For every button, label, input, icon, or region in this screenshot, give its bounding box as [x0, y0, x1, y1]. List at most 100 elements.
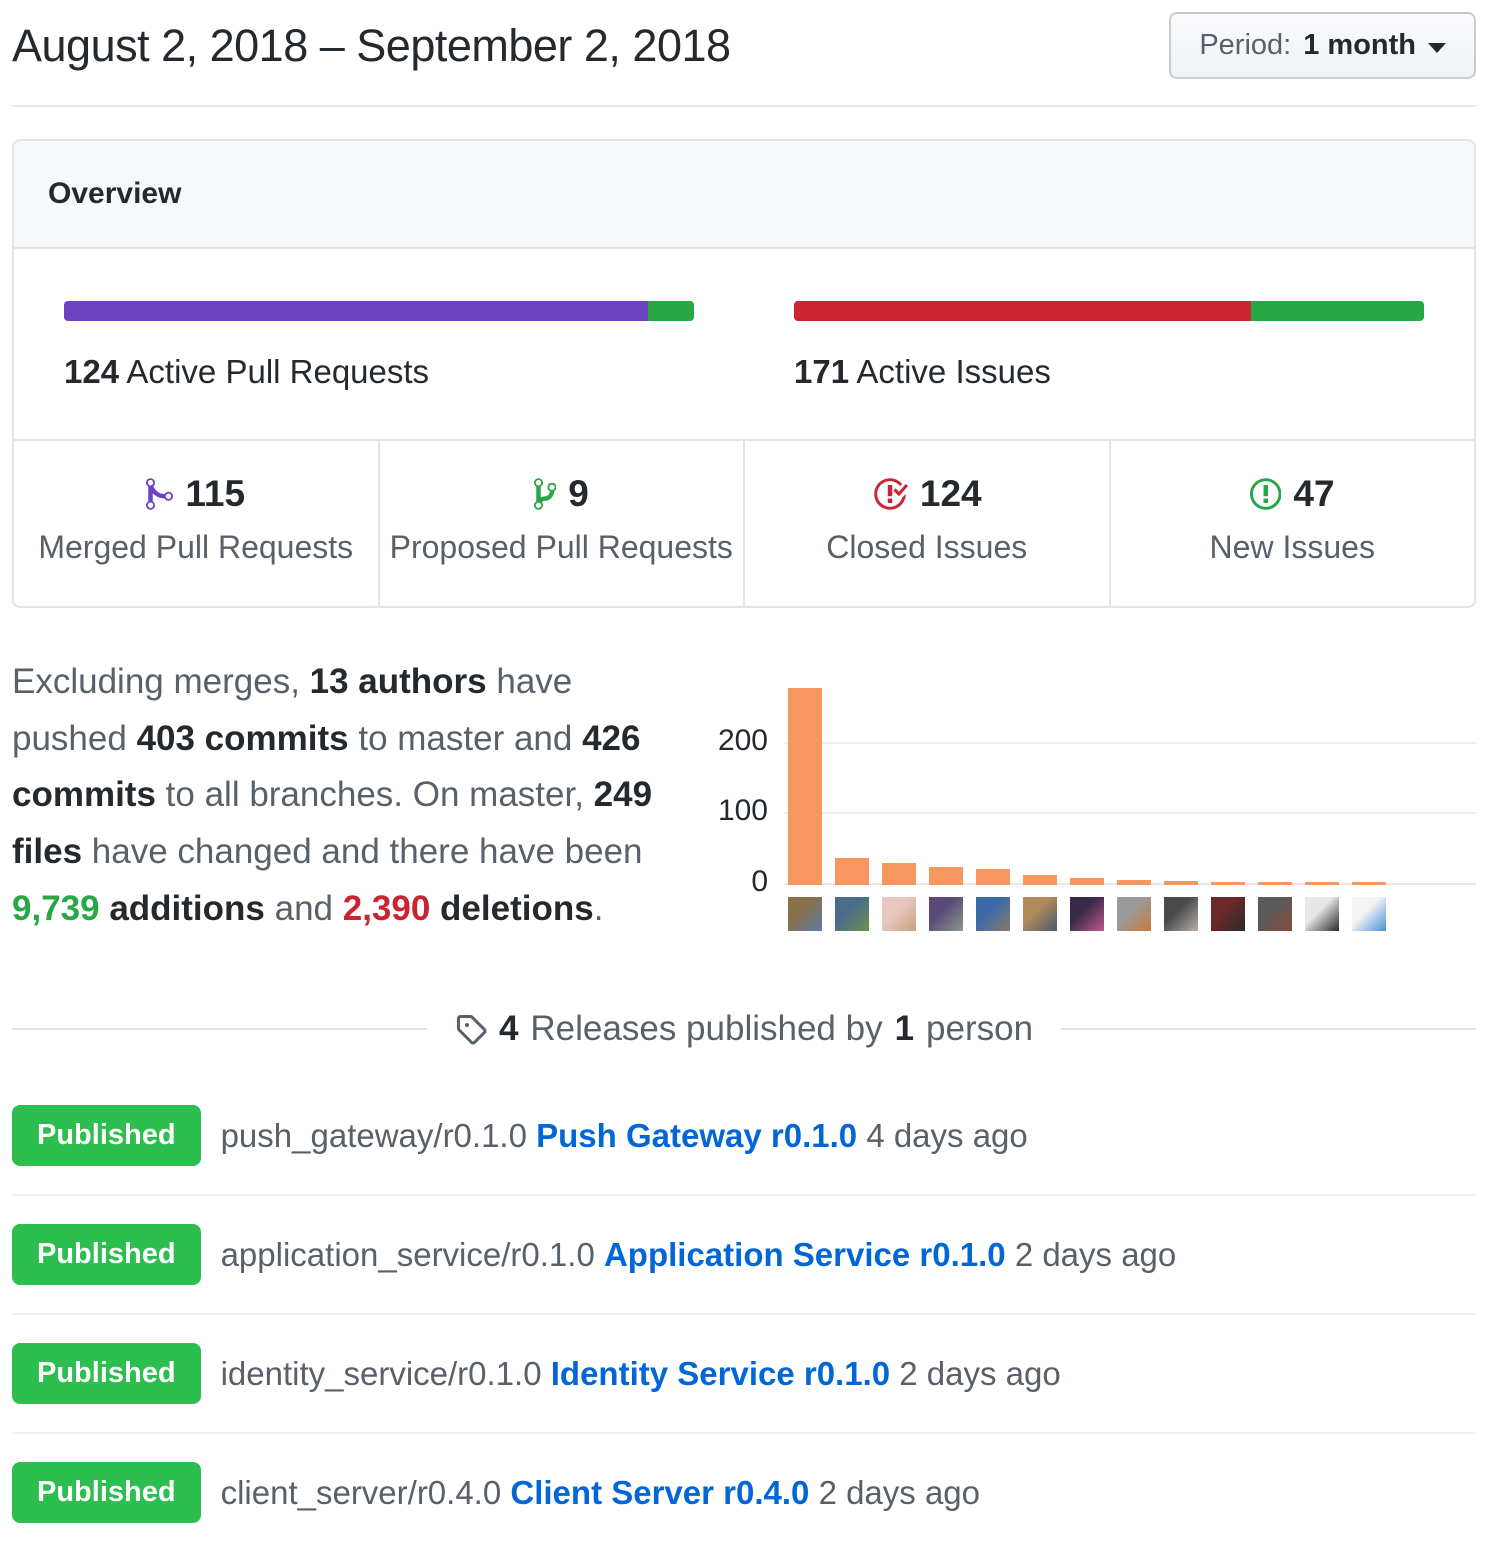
- commit-count-bar: [1070, 877, 1104, 885]
- active-issues-label: Active Issues: [856, 353, 1051, 390]
- release-link[interactable]: Push Gateway r0.1.0: [536, 1116, 858, 1154]
- commit-count-bar: [976, 868, 1010, 885]
- closed-issues-segment: [794, 301, 1251, 321]
- avatar-author-9[interactable]: [1164, 897, 1198, 931]
- release-time: 2 days ago: [1014, 1235, 1177, 1273]
- avatar-author-4[interactable]: [929, 897, 963, 931]
- activity-content-row: Excluding merges, 13 authors have pushed…: [12, 654, 1476, 937]
- tag-icon: [456, 1015, 487, 1045]
- commit-count-bar: [929, 867, 963, 885]
- activity-bars-row: 124 Active Pull Requests 171 Active Issu…: [14, 249, 1474, 439]
- release-row: Published client_server/r0.4.0 Client Se…: [12, 1432, 1476, 1551]
- summary-segment: 249 files: [12, 775, 653, 872]
- status-badge: Published: [12, 1462, 201, 1524]
- release-link[interactable]: Identity Service r0.1.0: [550, 1354, 891, 1392]
- y-axis-tick-label: 0: [751, 865, 768, 898]
- summary-segment: .: [593, 888, 604, 928]
- chart-gridline: [784, 741, 1476, 744]
- commit-count-bar: [1352, 882, 1386, 885]
- chart-gridline: [784, 812, 1476, 815]
- summary-segment: 403 commits: [136, 718, 349, 758]
- stat-new-issues[interactable]: 47 New Issues: [1108, 441, 1475, 606]
- release-list: Published push_gateway/r0.1.0 Push Gatew…: [12, 1077, 1476, 1551]
- releases-heading: 4 Releases published by 1 person: [12, 1009, 1477, 1049]
- active-pr-count: 124: [64, 353, 120, 390]
- proposed-pr-stat-label: Proposed Pull Requests: [389, 529, 733, 565]
- release-tag-path: push_gateway/r0.1.0: [220, 1116, 527, 1154]
- avatar-author-3[interactable]: [882, 897, 916, 931]
- avatar-author-13[interactable]: [1352, 897, 1386, 931]
- pull-requests-summary: 124 Active Pull Requests: [14, 249, 744, 439]
- release-tag-path: identity_service/r0.1.0: [220, 1354, 542, 1392]
- commit-count-bar: [1117, 880, 1151, 885]
- chevron-down-icon: [1428, 42, 1446, 53]
- commit-count-bar: [1164, 880, 1198, 885]
- stat-closed-issues[interactable]: 124 Closed Issues: [743, 441, 1109, 606]
- git-branch-icon: [533, 478, 557, 510]
- status-badge: Published: [12, 1105, 201, 1167]
- commits-chart-yaxis: 0 100 200: [718, 678, 784, 898]
- issue-opened-icon: [1249, 478, 1282, 510]
- page-title: August 2, 2018 – September 2, 2018: [12, 19, 731, 71]
- commits-chart-plot: [784, 678, 1476, 885]
- overview-panel-title: Overview: [14, 141, 1474, 249]
- header-divider: [12, 105, 1476, 107]
- summary-segment: deletions: [430, 888, 594, 928]
- stat-proposed-pull-requests[interactable]: 9 Proposed Pull Requests: [377, 441, 744, 606]
- new-issues-value: 47: [1293, 473, 1335, 514]
- avatar-author-5[interactable]: [976, 897, 1010, 931]
- commit-count-bar: [1211, 882, 1245, 885]
- release-tag-path: client_server/r0.4.0: [220, 1473, 502, 1511]
- closed-issues-stat-label: Closed Issues: [826, 529, 1028, 565]
- active-pr-label: Active Pull Requests: [126, 353, 430, 390]
- avatar-author-6[interactable]: [1023, 897, 1057, 931]
- avatar-author-11[interactable]: [1258, 897, 1292, 931]
- commit-count-bar: [788, 688, 822, 885]
- avatar-author-12[interactable]: [1305, 897, 1339, 931]
- summary-segment: have pushed: [12, 662, 573, 758]
- stat-merged-pull-requests[interactable]: 115 Merged Pull Requests: [14, 441, 378, 606]
- summary-text: Excluding merges, 13 authors have pushed…: [12, 654, 726, 937]
- new-issues-stat-label: New Issues: [1209, 529, 1375, 565]
- proposed-pr-value: 9: [568, 473, 589, 514]
- summary-segment: 9,739: [12, 888, 100, 928]
- commit-count-bar: [1023, 875, 1057, 885]
- active-issues-count: 171: [794, 353, 850, 390]
- releases-count: 4: [498, 1009, 519, 1049]
- new-issues-segment: [1250, 301, 1424, 321]
- pull-requests-progress-bar: [64, 301, 694, 321]
- release-link[interactable]: Application Service r0.1.0: [603, 1235, 1006, 1273]
- avatar-author-10[interactable]: [1211, 897, 1245, 931]
- merged-pr-segment: [64, 301, 648, 321]
- summary-segment: 13 authors: [309, 662, 487, 701]
- summary-segment: and: [264, 888, 343, 928]
- heading-divider-right: [1061, 1028, 1477, 1031]
- git-merge-icon: [146, 478, 174, 510]
- period-dropdown-button[interactable]: Period: 1 month: [1169, 12, 1476, 79]
- release-row: Published push_gateway/r0.1.0 Push Gatew…: [12, 1077, 1476, 1194]
- release-link[interactable]: Client Server r0.4.0: [510, 1473, 810, 1511]
- commit-count-bar: [1305, 882, 1339, 885]
- summary-segment: to all branches. On master,: [155, 775, 594, 815]
- summary-segment: have changed and there have been: [82, 832, 643, 872]
- issues-summary: 171 Active Issues: [744, 249, 1474, 439]
- release-time: 4 days ago: [866, 1116, 1028, 1154]
- avatar-author-2[interactable]: [835, 897, 869, 931]
- releases-person-count: 1: [894, 1009, 915, 1049]
- page-header: August 2, 2018 – September 2, 2018 Perio…: [12, 0, 1476, 79]
- summary-segment: 426 commits: [12, 718, 641, 815]
- chart-avatars: [784, 897, 1386, 931]
- status-badge: Published: [12, 1343, 201, 1405]
- commits-chart: 0 100 200: [718, 654, 1476, 937]
- avatar-author-7[interactable]: [1070, 897, 1104, 931]
- release-row: Published identity_service/r0.1.0 Identi…: [12, 1313, 1476, 1432]
- proposed-pr-segment: [648, 301, 694, 321]
- summary-segment: additions: [99, 888, 265, 928]
- release-time: 2 days ago: [899, 1354, 1061, 1392]
- avatar-author-1[interactable]: [788, 897, 822, 931]
- release-row: Published application_service/r0.1.0 App…: [12, 1194, 1476, 1313]
- closed-issues-value: 124: [919, 473, 982, 514]
- period-label: Period:: [1199, 29, 1292, 61]
- avatar-author-8[interactable]: [1117, 897, 1151, 931]
